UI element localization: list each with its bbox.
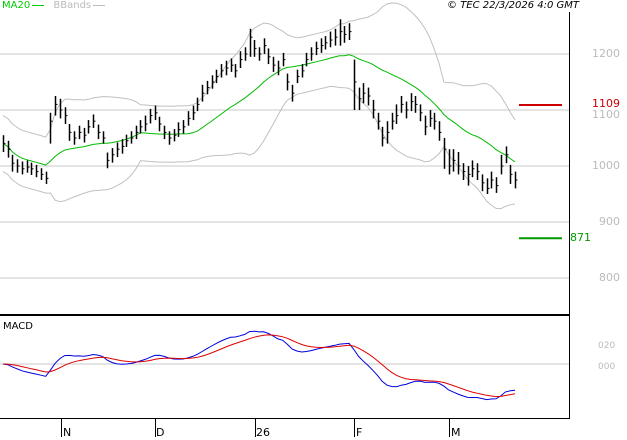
macd-signal-line (2, 334, 516, 398)
macd-label-20: 020 (598, 341, 616, 351)
resistance-label: 1109 (592, 97, 620, 110)
macd-line (2, 330, 516, 401)
price-label-1100: 1100 (592, 108, 620, 121)
lower-bollinger-band (2, 85, 516, 210)
copyright-timestamp: © TEC 22/3/2026 4:0 GMT (447, 0, 579, 11)
bbands-swatch-icon (93, 4, 106, 6)
x-label-mar: M (451, 426, 461, 439)
price-label-1200: 1200 (592, 47, 620, 60)
price-label-1000: 1000 (592, 159, 620, 172)
upper-bollinger-band (2, 2, 516, 138)
x-label-2026: 26 (256, 426, 270, 439)
ma20-line (2, 54, 516, 166)
legend-bbands: BBands (53, 0, 92, 11)
legend: MA20 BBands (2, 0, 106, 11)
x-label-dec: D (156, 426, 165, 439)
x-label-nov: N (63, 426, 72, 439)
macd-title: MACD (3, 321, 33, 332)
x-label-feb: F (356, 426, 363, 439)
price-label-800: 800 (599, 271, 620, 284)
macd-label-0: 000 (598, 362, 616, 372)
support-label: 871 (570, 231, 591, 244)
ma20-swatch-icon (32, 4, 45, 6)
legend-ma20: MA20 (2, 0, 31, 11)
price-label-900: 900 (599, 215, 620, 228)
